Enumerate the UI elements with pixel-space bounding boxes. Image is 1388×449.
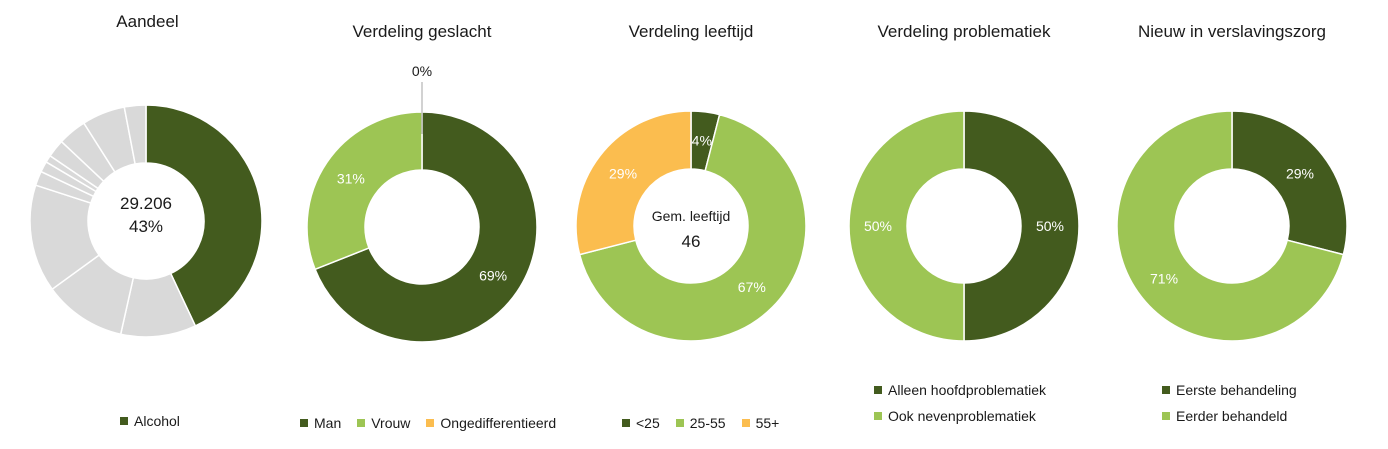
legend-label: Eerste behandeling xyxy=(1176,382,1297,398)
center-caption: Gem. leeftijd xyxy=(651,208,731,224)
chart-verdeling-geslacht: Verdeling geslacht 69% 31% 0% Man Vrouw Onge… xyxy=(282,0,562,449)
chart-title: Verdeling problematiek xyxy=(877,22,1051,41)
donut-chart: 69% 31% 0% xyxy=(306,63,538,343)
legend-swatch xyxy=(741,419,750,427)
center-label: 29.206 43% xyxy=(96,192,196,238)
legend-label: 25-55 xyxy=(689,415,726,431)
data-label: 0% xyxy=(412,63,432,79)
donut-chart xyxy=(29,104,263,338)
donut-chart: 50% 50% xyxy=(848,110,1080,342)
donut-slice-vrouw xyxy=(306,111,423,271)
legend-item-eerder-behandeld: Eerder behandeld xyxy=(1162,408,1297,424)
legend-swatch xyxy=(874,386,882,394)
legend-swatch xyxy=(300,419,308,427)
legend-item-eerste-behandeling: Eerste behandeling xyxy=(1162,382,1297,398)
center-average: 46 xyxy=(681,232,701,251)
legend: Alcohol xyxy=(120,412,196,429)
legend-item-alleen-hoofdproblematiek: Alleen hoofdproblematiek xyxy=(874,382,1046,398)
data-label: 4% xyxy=(692,133,712,149)
legend-item-alcohol: Alcohol xyxy=(120,413,180,429)
data-label: 50% xyxy=(1036,218,1064,234)
legend-item-25: <25 xyxy=(622,415,660,431)
data-label: 71% xyxy=(1150,271,1178,287)
legend-label: Eerder behandeld xyxy=(1176,408,1288,424)
legend-item-25-55: 25-55 xyxy=(675,415,726,431)
legend-item-ongedifferentieerd: Ongedifferentieerd xyxy=(426,415,556,431)
donut-slice-other-10 xyxy=(123,104,147,165)
legend-label: Alcohol xyxy=(134,413,180,429)
legend-item-vrouw: Vrouw xyxy=(357,415,410,431)
legend-item-man: Man xyxy=(300,415,341,431)
legend-label: 55+ xyxy=(755,415,780,431)
chart-title: Verdeling leeftijd xyxy=(628,22,754,41)
legend: Alleen hoofdproblematiek Ook nevenproblem… xyxy=(874,382,1062,434)
donut-slice-eerder-behandeld xyxy=(1116,110,1345,342)
data-label: 29% xyxy=(609,165,637,181)
donut-slice-55 xyxy=(575,110,692,256)
legend-label: Ongedifferentieerd xyxy=(440,415,557,431)
legend-swatch xyxy=(357,419,366,427)
legend-swatch xyxy=(622,419,630,427)
donut-chart: 29% 71% xyxy=(1116,110,1348,342)
legend-item-55: 55+ xyxy=(741,415,780,431)
chart-nieuw-in-verslavingszorg: Nieuw in verslavingszorg 29% 71% Eerste b… xyxy=(1104,0,1360,449)
legend-swatch xyxy=(120,417,128,425)
donut-slice-alleen-hoofdproblematiek xyxy=(963,110,1080,342)
data-label: 69% xyxy=(479,267,507,283)
legend: Eerste behandeling Eerder behandeld xyxy=(1162,382,1313,434)
legend: <25 25-55 55+ xyxy=(622,414,795,431)
donut-slice-man xyxy=(314,111,538,343)
legend-item-ook-nevenproblematiek: Ook nevenproblematiek xyxy=(874,408,1046,424)
chart-aandeel: Aandeel 29.206 43% Alcohol xyxy=(0,0,295,449)
legend-label: Alleen hoofdproblematiek xyxy=(888,382,1046,398)
center-share: 43% xyxy=(128,217,164,236)
chart-title: Nieuw in verslavingszorg xyxy=(1137,22,1327,41)
legend-swatch xyxy=(675,419,684,427)
legend-label: Ook nevenproblematiek xyxy=(888,408,1036,424)
center-label: Gem. leeftijd 46 xyxy=(641,205,741,253)
legend-swatch xyxy=(874,412,882,420)
center-value: 29.206 xyxy=(120,194,172,213)
chart-verdeling-leeftijd: Verdeling leeftijd 4% 67% 29% Gem. leeftij… xyxy=(562,0,820,449)
donut-chart: 4% 67% 29% xyxy=(575,110,807,342)
data-label: 67% xyxy=(738,279,766,295)
legend-swatch xyxy=(1162,386,1170,394)
legend-swatch xyxy=(426,419,435,427)
legend: Man Vrouw Ongedifferentieerd xyxy=(300,414,572,431)
legend-label: <25 xyxy=(636,415,660,431)
data-label: 31% xyxy=(337,171,365,187)
donut-slice-alcohol xyxy=(145,104,263,327)
legend-swatch xyxy=(1162,412,1170,420)
data-label: 29% xyxy=(1286,165,1314,181)
donut-slice-ook-nevenproblematiek xyxy=(848,110,965,342)
legend-label: Vrouw xyxy=(371,415,411,431)
legend-label: Man xyxy=(314,415,342,431)
chart-title: Verdeling geslacht xyxy=(352,22,492,41)
chart-verdeling-problematiek: Verdeling problematiek 50% 50% Alleen hoo… xyxy=(832,0,1096,449)
data-label: 50% xyxy=(864,218,892,234)
donut-slice-eerste-behandeling xyxy=(1231,110,1348,256)
chart-title: Aandeel xyxy=(116,12,179,31)
donut-slice-25-55 xyxy=(578,113,807,342)
